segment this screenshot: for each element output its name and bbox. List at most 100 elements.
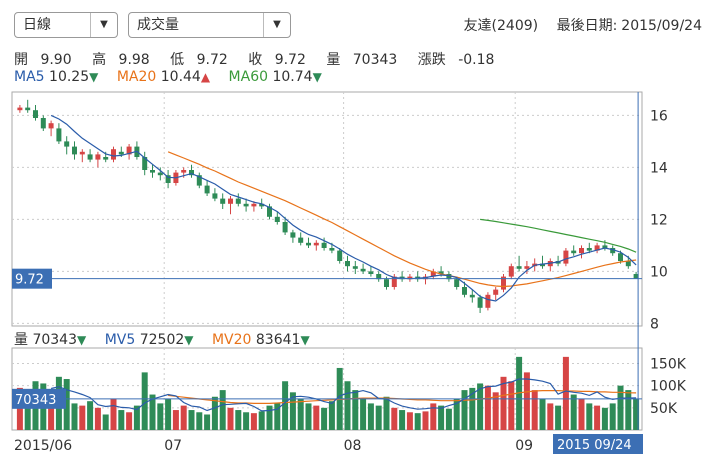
volume-bar [547, 403, 554, 430]
x-tick-label: 08 [344, 438, 362, 454]
candle-body [540, 263, 545, 267]
volume-bar [531, 390, 538, 430]
candle-body [524, 266, 530, 269]
volume-bar [344, 381, 351, 430]
arrow-up-icon: ▲ [200, 70, 211, 84]
ma20-line [167, 151, 637, 288]
period-select-value: 日線 [23, 17, 51, 33]
candle-body [48, 123, 54, 129]
x-tick-label: 09 [515, 438, 533, 454]
close-label: 收 [248, 52, 263, 68]
candle-body [407, 276, 413, 280]
x-tick-label: 2015/06 [14, 438, 72, 454]
open-value: 9.90 [40, 52, 72, 68]
candle-body [633, 274, 639, 279]
candle-body [181, 170, 187, 173]
candle-body [33, 110, 38, 118]
volume-bar [461, 390, 468, 430]
candle-body [610, 248, 616, 254]
volume-bar [172, 410, 179, 430]
volume-bar [328, 401, 335, 430]
chevron-down-icon[interactable]: ▼ [90, 13, 117, 37]
candle-body [477, 297, 483, 308]
change-label: 漲跌 [417, 52, 446, 68]
volume-bar [578, 398, 585, 430]
volume-value: 70343 [352, 52, 398, 68]
volume-bar [133, 405, 140, 430]
volume-bar [243, 412, 250, 430]
volume-bar [383, 396, 390, 430]
candle-body [118, 151, 124, 155]
candle-body [602, 245, 608, 248]
volume-bar [508, 381, 515, 430]
candle-body [189, 170, 194, 176]
volume-bar [126, 412, 133, 430]
volume-bar [250, 413, 257, 430]
volume-bar [204, 414, 211, 430]
volume-bar [399, 410, 406, 430]
candle-body [111, 149, 116, 160]
volume-bar [24, 390, 31, 430]
period-select[interactable]: 日線 ▼ [14, 12, 118, 38]
price-tick-label: 8 [650, 316, 659, 332]
price-panel [11, 91, 643, 327]
chevron-down-icon[interactable]: ▼ [263, 13, 290, 37]
last-date: 2015/09/24 [621, 18, 702, 34]
volume-bar [500, 376, 507, 430]
volume-legend: 量 70343▼ MV5 72502▼ MV20 83641▼ [14, 329, 324, 349]
ma60-legend: MA60 10.74▼ [228, 69, 322, 85]
candle-body [40, 118, 46, 129]
volume-bar [149, 394, 156, 430]
candle-body [157, 172, 163, 176]
current-volume-badge [12, 388, 66, 409]
candle-body [298, 237, 304, 243]
candle-body [243, 203, 249, 207]
candle-body [485, 294, 491, 308]
candle-body [267, 206, 272, 217]
candle-body [360, 268, 366, 272]
volume-bar [87, 401, 94, 430]
candle-body [446, 274, 452, 280]
volume-bar [289, 392, 296, 430]
candle-body [501, 276, 506, 290]
candle-body [384, 279, 389, 287]
candle-body [142, 157, 148, 170]
price-tick-label: 16 [650, 108, 668, 124]
candle-body [282, 222, 288, 233]
candle-body [462, 287, 467, 295]
last-date-label: 最後日期: [556, 18, 618, 34]
high-value: 9.98 [118, 52, 150, 68]
quote-row: 開 9.90 高 9.98 低 9.72 收 9.72 量 70343 漲跌 -… [14, 49, 510, 69]
volume-bar [165, 398, 172, 430]
candle-body [376, 274, 382, 280]
volume-tick-label: 100K [650, 379, 687, 395]
mv5-legend: MV5 72502▼ [104, 332, 194, 348]
volume-bar [367, 403, 374, 430]
volume-bar [625, 390, 632, 430]
arrow-down-icon: ▼ [184, 333, 194, 347]
candle-body [508, 266, 514, 277]
candle-body [391, 276, 397, 287]
current-date-badge [553, 434, 643, 454]
ma5-legend: MA5 10.25▼ [14, 69, 99, 85]
volume-bar [594, 405, 601, 430]
volume-bar [492, 392, 499, 430]
volume-bar [71, 403, 78, 430]
indicator-select[interactable]: 成交量 ▼ [128, 12, 291, 38]
candle-body [345, 261, 350, 267]
x-tick-label: 07 [164, 438, 182, 454]
candle-body [126, 146, 132, 155]
candle-body [17, 107, 23, 111]
ma5-line [50, 114, 637, 302]
volume-bar [391, 407, 398, 430]
volume-bar [227, 407, 234, 430]
volume-bar [562, 356, 569, 430]
volume-bar [48, 398, 55, 430]
candle-body [321, 242, 327, 248]
current-volume-label: 70343 [15, 393, 56, 408]
candle-body [594, 245, 600, 251]
volume-tick-label: 50K [650, 401, 678, 417]
volume-bar [274, 403, 281, 430]
candle-body [220, 198, 226, 204]
